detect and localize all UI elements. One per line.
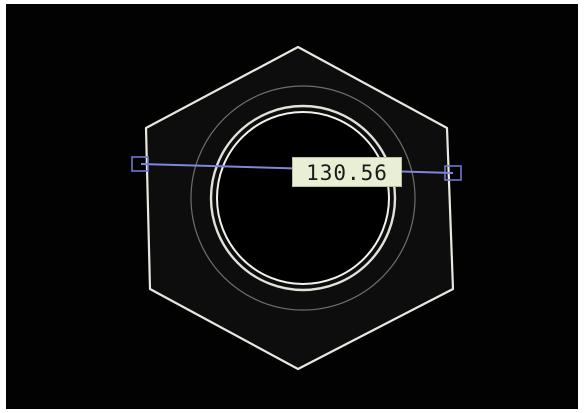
bore-outer-ring — [209, 104, 397, 292]
hex-nut-image — [131, 45, 462, 371]
right-handle-icon[interactable] — [444, 165, 462, 181]
left-handle-icon[interactable] — [131, 156, 149, 172]
measurement-value-label: 130.56 — [292, 157, 402, 187]
chamfer-ring — [190, 85, 416, 311]
hex-nut-outline — [144, 45, 455, 371]
viewer-canvas: 130.56 — [6, 4, 578, 409]
bore-inner-ring — [216, 111, 390, 285]
